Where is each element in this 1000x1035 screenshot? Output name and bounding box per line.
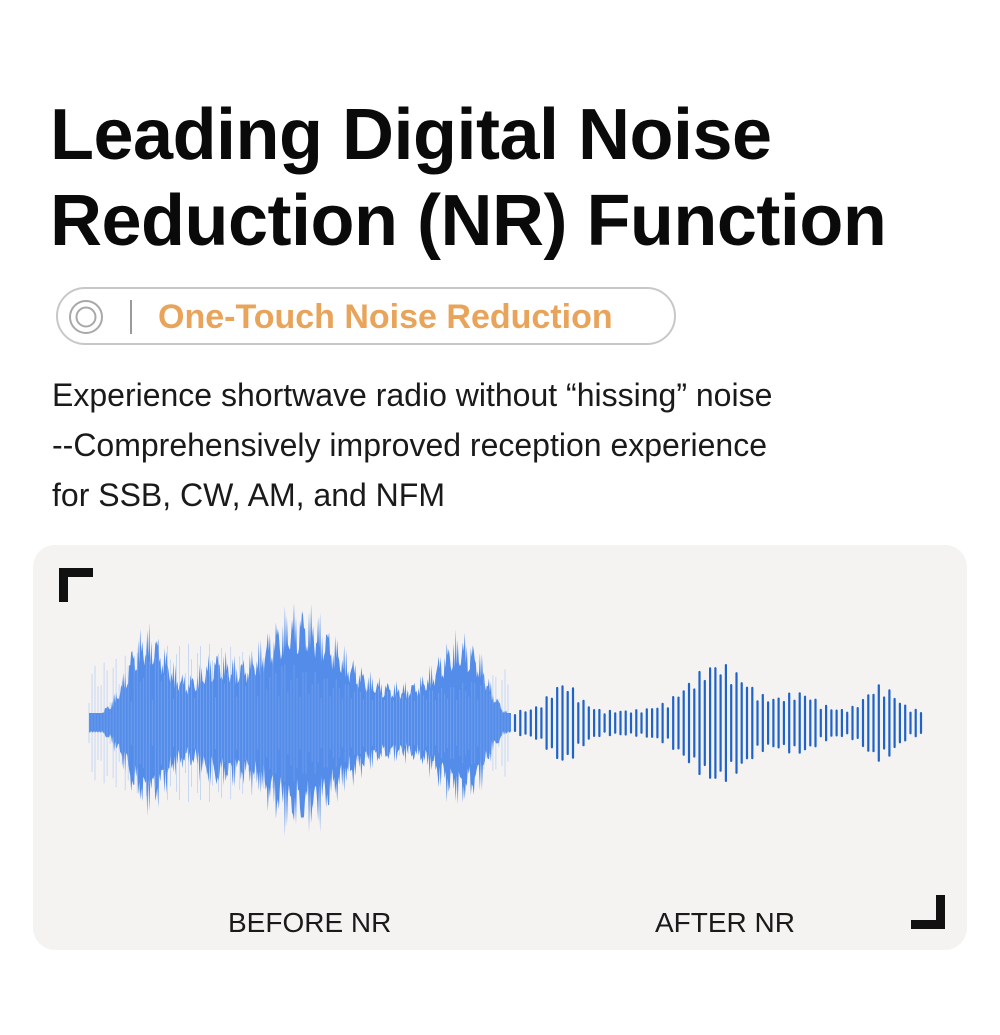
before-nr-label: BEFORE NR bbox=[228, 907, 392, 938]
waveform-graphic bbox=[88, 602, 923, 837]
description-line-3: for SSB, CW, AM, and NFM bbox=[52, 477, 445, 513]
headline-line-1: Leading Digital Noise bbox=[50, 95, 772, 175]
description-line-2: --Comprehensively improved reception exp… bbox=[52, 427, 767, 463]
description: Experience shortwave radio without “hiss… bbox=[52, 370, 772, 520]
headline: Leading Digital Noise Reduction (NR) Fun… bbox=[50, 92, 887, 264]
noise-reduction-badge: One-Touch Noise Reduction bbox=[56, 287, 676, 345]
before-nr-waveform bbox=[88, 602, 511, 837]
badge-label: One-Touch Noise Reduction bbox=[158, 298, 613, 336]
corner-bracket-bottom-right-icon bbox=[911, 895, 945, 929]
waveform-comparison-panel: BEFORE NR AFTER NR bbox=[33, 545, 967, 950]
badge-divider bbox=[130, 300, 132, 334]
corner-bracket-top-left-icon bbox=[59, 568, 93, 602]
headline-line-2: Reduction (NR) Function bbox=[50, 181, 887, 261]
after-nr-waveform bbox=[513, 663, 923, 782]
radio-button-icon bbox=[69, 300, 103, 334]
description-line-1: Experience shortwave radio without “hiss… bbox=[52, 377, 773, 413]
after-nr-label: AFTER NR bbox=[655, 907, 795, 938]
